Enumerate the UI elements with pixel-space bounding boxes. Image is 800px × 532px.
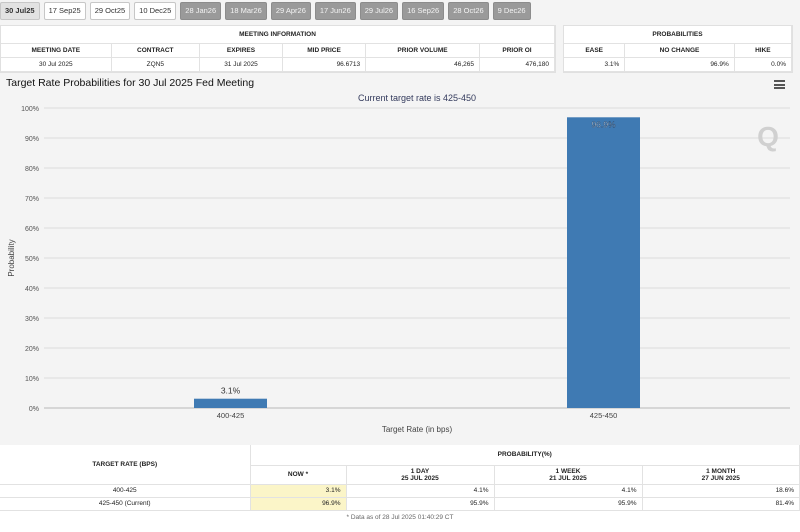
header-prior-volume: PRIOR VOLUME: [365, 43, 480, 58]
row-now: 3.1%: [250, 484, 347, 498]
y-tick-label: 0%: [29, 406, 39, 413]
bar-400-425: [194, 398, 267, 408]
menu-icon[interactable]: [774, 80, 785, 89]
header-expires: EXPIRES: [199, 43, 284, 58]
watermark-logo: Q: [757, 121, 779, 152]
bar-425-450: [567, 117, 640, 409]
expires-value: 31 Jul 2025: [199, 57, 284, 72]
col-1day-header: 1 DAY 25 JUL 2025: [346, 465, 495, 485]
x-axis-label: Target Rate (in bps): [382, 425, 453, 434]
tab-meeting-2[interactable]: 29 Oct25: [89, 2, 131, 20]
col-1month-header: 1 MONTH 27 JUN 2025: [642, 465, 800, 485]
col-1week-header: 1 WEEK 21 JUL 2025: [494, 465, 643, 485]
y-tick-label: 20%: [25, 346, 39, 353]
header-meeting-date: MEETING DATE: [1, 43, 112, 58]
tab-meeting-10[interactable]: 28 Oct26: [448, 2, 489, 20]
no-change-value: 96.9%: [624, 57, 735, 72]
row-1day: 4.1%: [346, 484, 495, 498]
y-tick-label: 10%: [25, 376, 39, 383]
tab-meeting-3[interactable]: 10 Dec25: [134, 2, 177, 20]
header-no-change: NO CHANGE: [624, 43, 735, 58]
y-tick-label: 70%: [25, 196, 39, 203]
y-tick-label: 90%: [25, 136, 39, 143]
tab-meeting-0[interactable]: 30 Jul25: [0, 2, 40, 20]
probabilities-panel: PROBABILITIES EASE NO CHANGE HIKE 3.1% 9…: [563, 25, 793, 73]
probability-header: PROBABILITY(%): [250, 445, 800, 466]
table-row: 400-425 3.1% 4.1% 4.1% 18.6%: [0, 484, 800, 498]
ease-value: 3.1%: [564, 57, 626, 72]
y-tick-label: 60%: [25, 226, 39, 233]
row-1week: 95.9%: [494, 497, 643, 511]
chart-title: Target Rate Probabilities for 30 Jul 202…: [6, 77, 255, 89]
x-tick-label: 400-425: [217, 411, 245, 420]
tab-meeting-5[interactable]: 18 Mar26: [225, 2, 267, 20]
x-tick-label: 425-450: [590, 411, 618, 420]
row-1month: 81.4%: [642, 497, 800, 511]
meeting-date-value: 30 Jul 2025: [1, 57, 112, 72]
header-contract: CONTRACT: [111, 43, 200, 58]
mid-price-value: 96.6713: [282, 57, 367, 72]
y-tick-label: 50%: [25, 256, 39, 263]
prior-oi-value: 476,180: [479, 57, 555, 72]
tab-meeting-1[interactable]: 17 Sep25: [43, 2, 86, 20]
meeting-info-panel: MEETING INFORMATION MEETING DATE CONTRAC…: [0, 25, 556, 73]
row-1day: 95.9%: [346, 497, 495, 511]
row-1month: 18.6%: [642, 484, 800, 498]
tab-meeting-8[interactable]: 29 Jul26: [359, 2, 399, 20]
row-now: 96.9%: [250, 497, 347, 511]
tab-meeting-11[interactable]: 9 Dec26: [492, 2, 531, 20]
tab-meeting-7[interactable]: 17 Jun26: [314, 2, 356, 20]
contract-value: ZQN5: [111, 57, 200, 72]
hike-value: 0.0%: [734, 57, 793, 72]
y-tick-label: 40%: [25, 286, 39, 293]
row-rate: 425-450 (Current): [0, 497, 251, 511]
prior-volume-value: 46,265: [365, 57, 480, 72]
tab-meeting-4[interactable]: 28 Jan26: [180, 2, 222, 20]
meeting-tabs: 30 Jul25 17 Sep25 29 Oct25 10 Dec25 28 J…: [0, 0, 800, 22]
probability-table: TARGET RATE (BPS) PROBABILITY(%) NOW * 1…: [0, 445, 800, 532]
bar-value-label: 96.9%: [591, 119, 616, 129]
bar-value-label: 3.1%: [221, 386, 241, 396]
y-tick-label: 100%: [21, 106, 39, 113]
row-rate: 400-425: [0, 484, 251, 498]
target-rate-header: TARGET RATE (BPS): [0, 445, 251, 485]
probabilities-caption: PROBABILITIES: [564, 26, 792, 44]
meeting-info-caption: MEETING INFORMATION: [1, 26, 555, 44]
header-prior-oi: PRIOR OI: [479, 43, 555, 58]
header-ease: EASE: [564, 43, 626, 58]
tab-meeting-6[interactable]: 29 Apr26: [270, 2, 311, 20]
table-row: 425-450 (Current) 96.9% 95.9% 95.9% 81.4…: [0, 497, 800, 511]
tab-meeting-9[interactable]: 16 Sep26: [402, 2, 445, 20]
probability-bar-chart: Current target rate is 425-450 0% 10% 20% 30…: [7, 93, 790, 434]
y-tick-label: 30%: [25, 316, 39, 323]
header-mid-price: MID PRICE: [282, 43, 367, 58]
y-axis-label: Probability: [7, 239, 16, 276]
data-timestamp-note: * Data as of 28 Jul 2025 01:40:29 CT: [346, 514, 454, 521]
col-now-header: NOW *: [250, 465, 347, 485]
header-hike: HIKE: [734, 43, 793, 58]
chart-subtitle: Current target rate is 425-450: [358, 93, 476, 103]
row-1week: 4.1%: [494, 484, 643, 498]
y-tick-label: 80%: [25, 166, 39, 173]
